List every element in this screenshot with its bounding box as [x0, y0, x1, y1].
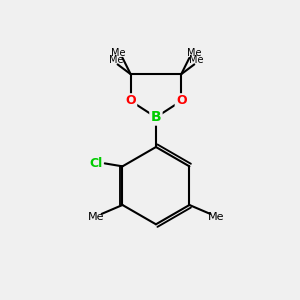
Text: Me: Me	[208, 212, 224, 222]
Text: Me: Me	[187, 48, 201, 59]
Text: O: O	[176, 94, 187, 107]
Text: Cl: Cl	[89, 157, 102, 170]
Text: O: O	[125, 94, 136, 107]
Text: Me: Me	[88, 212, 104, 222]
Text: B: B	[151, 110, 161, 124]
Text: Me: Me	[111, 48, 125, 59]
Text: Me: Me	[109, 55, 123, 65]
Text: Me: Me	[188, 55, 203, 65]
